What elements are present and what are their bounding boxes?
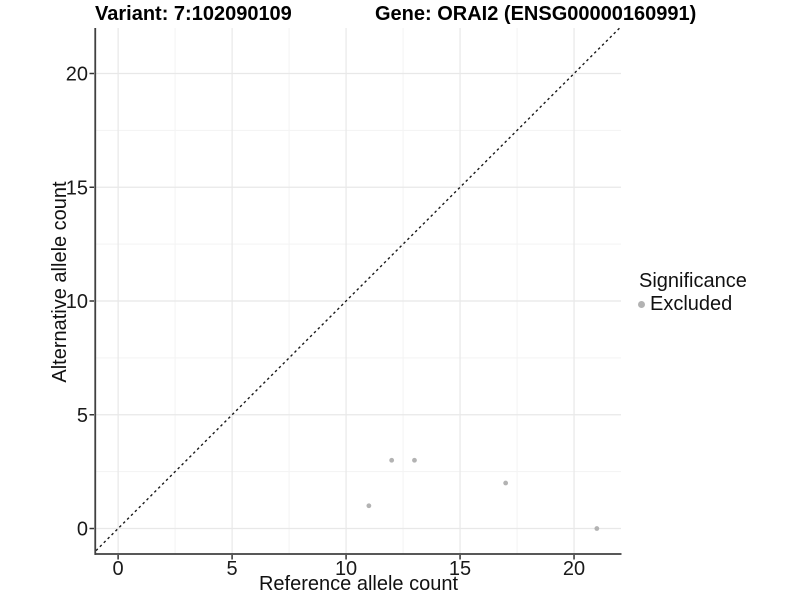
y-tick-label: 10 [66,291,88,313]
legend-item-excluded: Excluded [638,293,747,315]
y-tick-label: 0 [77,519,88,541]
x-tick-label: 10 [335,558,357,580]
x-tick-label: 0 [113,558,124,580]
legend: Significance Excluded [638,270,747,315]
y-tick-label: 5 [77,405,88,427]
identity-line [95,27,621,552]
x-tick-label: 5 [227,558,238,580]
gene-title: Gene: ORAI2 (ENSG00000160991) [375,3,697,25]
data-point [503,480,509,486]
x-tick-label: 15 [449,558,471,580]
y-axis-title: Alternative allele count [49,181,71,383]
x-tick-label: 20 [563,558,585,580]
y-tick-label: 15 [66,177,88,199]
variant-title: Variant: 7:102090109 [95,3,292,25]
data-point [366,503,372,509]
data-point [412,457,417,463]
data-point [389,457,395,463]
data-point [594,526,600,531]
x-axis-title: Reference allele count [258,573,458,595]
excluded-point-icon [638,300,645,308]
legend-item-label: Excluded [650,293,733,315]
y-tick-label: 20 [66,64,88,86]
legend-title: Significance [639,270,747,292]
